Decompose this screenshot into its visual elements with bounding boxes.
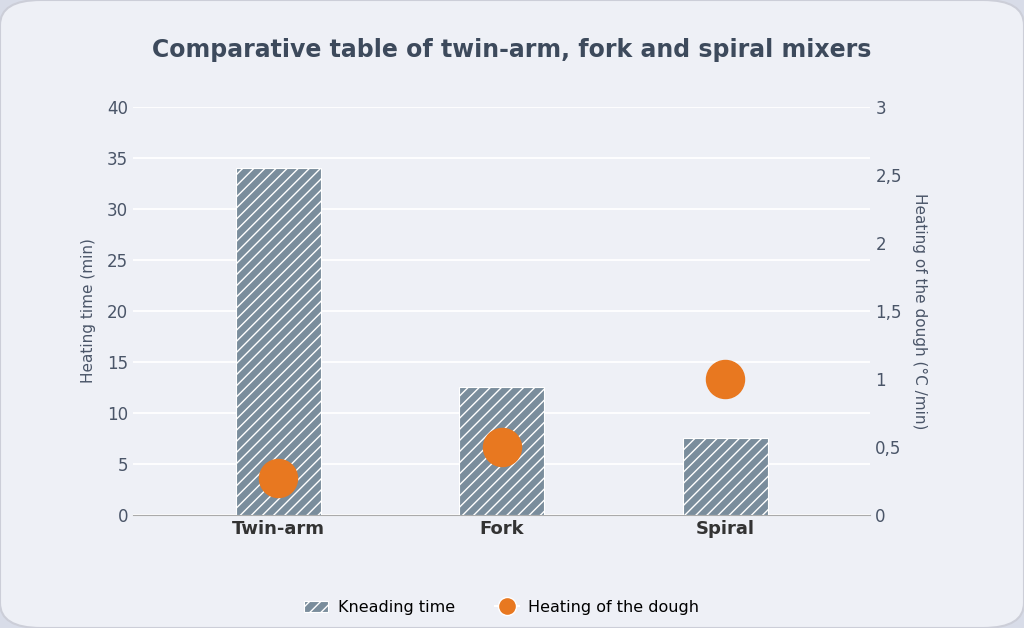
Bar	[236, 168, 321, 515]
Point	[494, 442, 510, 452]
Y-axis label: Heating time (min): Heating time (min)	[81, 239, 96, 383]
Point	[270, 474, 287, 484]
Point	[717, 374, 733, 384]
Text: Comparative table of twin-arm, fork and spiral mixers: Comparative table of twin-arm, fork and …	[153, 38, 871, 62]
Legend: Kneading time, Heating of the dough: Kneading time, Heating of the dough	[298, 593, 706, 621]
Bar	[683, 438, 768, 515]
Bar	[460, 387, 544, 515]
Y-axis label: Heating of the dough (°C /min): Heating of the dough (°C /min)	[911, 193, 927, 429]
